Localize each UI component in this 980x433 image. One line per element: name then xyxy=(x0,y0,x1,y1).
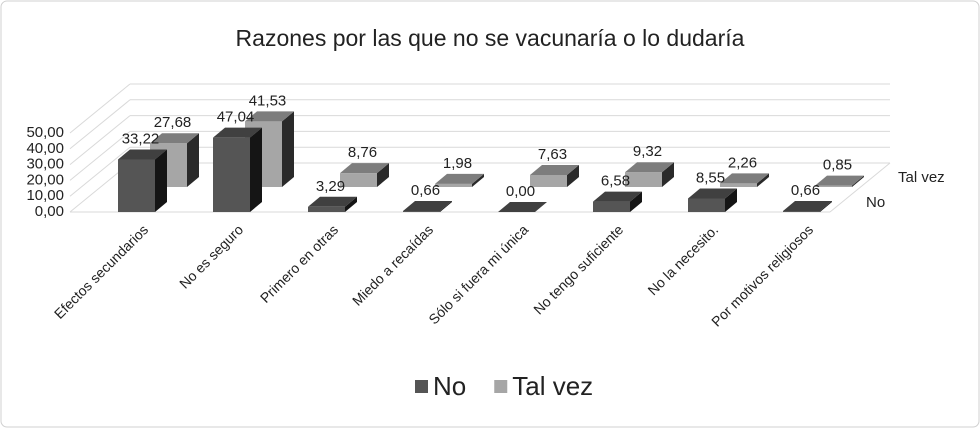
bar-top xyxy=(625,162,674,173)
y-tick-label: 10,00 xyxy=(26,187,64,204)
bar-side xyxy=(852,175,864,187)
bar xyxy=(625,172,662,187)
bar-top xyxy=(720,173,769,184)
bar-side xyxy=(187,133,199,187)
data-label: 1,98 xyxy=(443,155,472,172)
y-tick-label: 30,00 xyxy=(26,156,64,173)
bar-top xyxy=(118,149,167,160)
bar-side xyxy=(282,111,294,187)
grid-line xyxy=(69,99,131,150)
grid-line xyxy=(69,131,131,181)
bar-side xyxy=(472,173,484,187)
y-tick-label: 0,00 xyxy=(35,203,64,220)
bar-top xyxy=(245,111,294,122)
bar-top xyxy=(593,191,642,202)
y-tick-label: 50,00 xyxy=(26,124,64,141)
bar xyxy=(815,185,852,187)
bar-top xyxy=(213,127,262,138)
bar-top xyxy=(340,163,389,174)
bar xyxy=(435,183,472,187)
depth-label: No xyxy=(866,194,885,211)
bar xyxy=(783,210,820,212)
bar xyxy=(720,183,757,187)
bar-side xyxy=(662,162,674,187)
data-label: 9,32 xyxy=(633,143,662,160)
bar-top xyxy=(403,200,452,211)
bar-side xyxy=(757,173,769,187)
chart-title: Razones por las que no se vacunaría o lo… xyxy=(236,25,745,51)
legend-swatch xyxy=(494,380,508,393)
bar-top xyxy=(435,173,484,184)
bar xyxy=(688,198,725,212)
y-tick-label: 20,00 xyxy=(26,171,64,188)
data-label: 0,00 xyxy=(506,183,535,200)
depth-label: Tal vez xyxy=(898,169,945,186)
bar-side xyxy=(725,188,737,212)
data-label: 0,66 xyxy=(411,182,440,199)
data-label: 7,63 xyxy=(538,146,567,163)
grid-line xyxy=(69,83,131,134)
data-label: 8,55 xyxy=(696,169,725,186)
bar-top xyxy=(783,200,832,211)
floor-edge xyxy=(829,162,891,213)
bar-side xyxy=(820,200,832,212)
data-label: 6,58 xyxy=(601,173,630,190)
y-tick-label: 40,00 xyxy=(26,140,64,157)
data-label: 0,85 xyxy=(823,157,852,174)
legend-label: Tal vez xyxy=(512,371,593,401)
bar-top xyxy=(498,202,547,212)
data-label: 27,68 xyxy=(154,114,192,131)
bar-side xyxy=(345,196,357,212)
legend-swatch xyxy=(415,380,428,393)
data-label: 8,76 xyxy=(348,144,377,161)
bar-top xyxy=(308,196,357,207)
grid-line xyxy=(69,115,131,165)
data-label: 41,53 xyxy=(249,92,287,109)
bar xyxy=(593,201,630,212)
bar xyxy=(308,206,345,212)
bar-side xyxy=(155,149,167,212)
bar-side xyxy=(567,164,579,187)
data-label: 33,22 xyxy=(122,130,160,147)
data-label: 3,29 xyxy=(316,178,345,195)
data-label: 47,04 xyxy=(217,109,255,126)
data-label: 0,66 xyxy=(791,182,820,199)
legend-label: No xyxy=(433,371,466,401)
bar-top xyxy=(530,164,579,175)
bar xyxy=(403,210,440,212)
bar-top xyxy=(815,175,864,186)
bar-side xyxy=(630,191,642,212)
bar-top xyxy=(150,133,199,144)
bar-top xyxy=(688,188,737,199)
bar xyxy=(213,137,250,212)
bar-side xyxy=(440,200,452,212)
bar xyxy=(530,174,567,187)
grid-line xyxy=(69,146,131,197)
bar xyxy=(340,173,377,187)
bar-side xyxy=(250,127,262,212)
bar xyxy=(118,159,155,212)
bar-side xyxy=(377,163,389,187)
data-label: 2,26 xyxy=(728,154,757,171)
